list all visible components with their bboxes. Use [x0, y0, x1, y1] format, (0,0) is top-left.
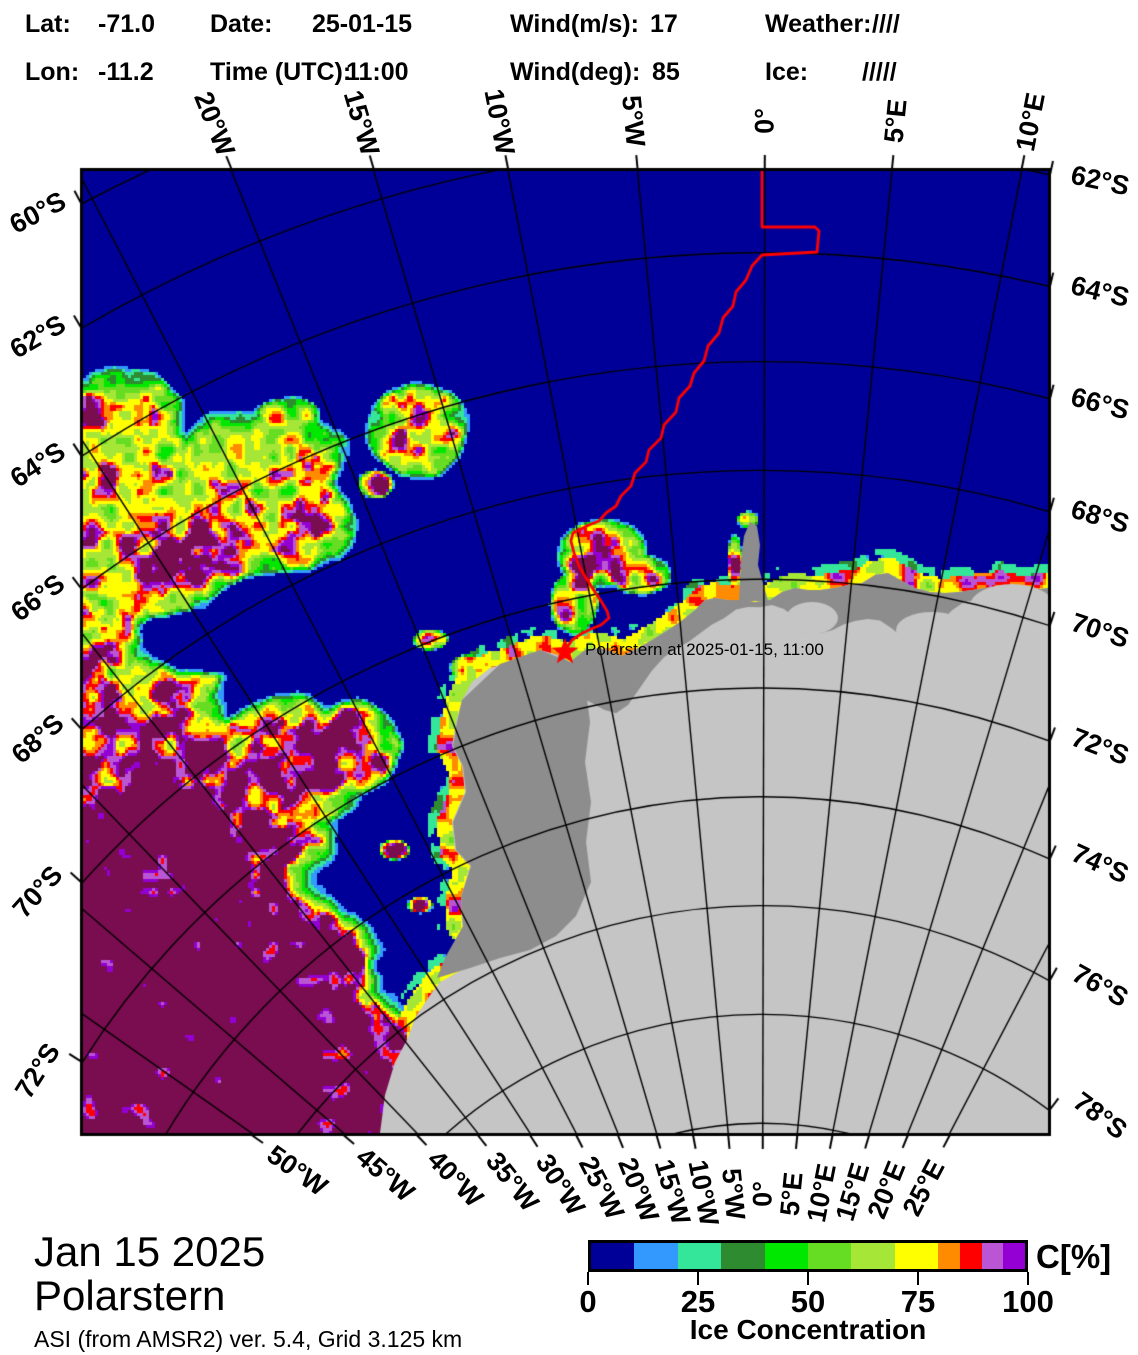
- colorbar-segment: [959, 1243, 982, 1269]
- colorbar-segment: [634, 1243, 678, 1269]
- colorbar-segment: [807, 1243, 852, 1269]
- colorbar-segment: [721, 1243, 765, 1269]
- colorbar-tick: [697, 1272, 699, 1285]
- bottom-lon-label: 5°W: [716, 1166, 752, 1221]
- colorbar-segment: [591, 1243, 635, 1269]
- top-lon-label: 5°W: [616, 94, 652, 149]
- colorbar-tick-label: 100: [1002, 1284, 1054, 1319]
- colorbar-tick-label: 25: [680, 1284, 716, 1319]
- footer-date: Jan 15 2025: [34, 1228, 266, 1275]
- colorbar-segment: [981, 1243, 1004, 1269]
- bottom-lon-label: 0°: [747, 1181, 778, 1207]
- colorbar-segment: [764, 1243, 808, 1269]
- colorbar-segment: [851, 1243, 895, 1269]
- colorbar-segment: [677, 1243, 722, 1269]
- colorbar-segment: [894, 1243, 939, 1269]
- colorbar-tick: [807, 1272, 809, 1285]
- colorbar-tick: [917, 1272, 919, 1285]
- colorbar: [588, 1240, 1028, 1272]
- colorbar-tick-label: 50: [790, 1284, 826, 1319]
- colorbar-segment: [1003, 1243, 1025, 1269]
- colorbar-tick: [1027, 1272, 1029, 1285]
- colorbar-tick-label: 75: [900, 1284, 936, 1319]
- colorbar-segment: [938, 1243, 960, 1269]
- colorbar-tick: [587, 1272, 589, 1285]
- footer-product: ASI (from AMSR2) ver. 5.4, Grid 3.125 km: [34, 1326, 463, 1352]
- colorbar-title: C[%]: [1036, 1238, 1112, 1275]
- colorbar-xlabel: Ice Concentration: [689, 1314, 927, 1345]
- top-lon-label: 5°E: [878, 97, 914, 145]
- ship-position-annotation: Polarstern at 2025-01-15, 11:00: [585, 640, 824, 659]
- footer-ship: Polarstern: [34, 1272, 226, 1319]
- top-lon-label: 0°: [749, 108, 780, 134]
- colorbar-tick-label: 0: [579, 1284, 597, 1319]
